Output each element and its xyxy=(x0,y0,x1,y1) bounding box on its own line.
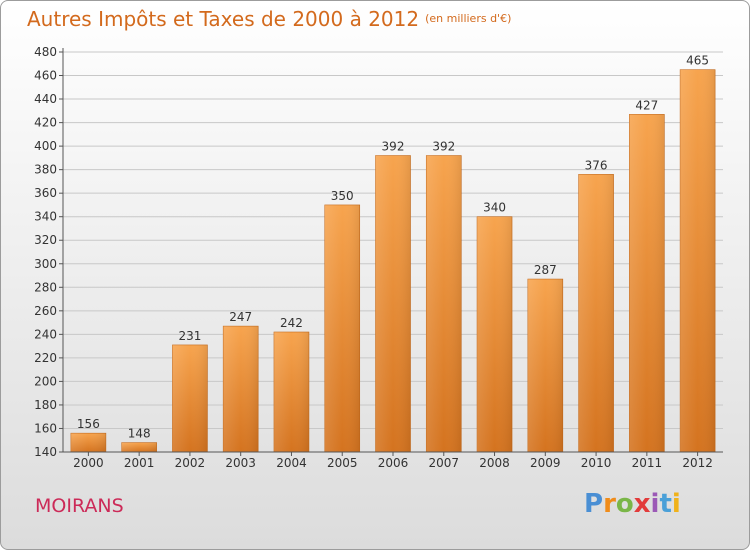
data-label: 392 xyxy=(382,140,405,154)
bar-shade xyxy=(527,279,563,452)
bar-shade xyxy=(324,204,360,452)
city-name: MOIRANS xyxy=(35,495,124,517)
y-tick-label: 360 xyxy=(34,186,57,200)
data-label: 427 xyxy=(635,98,658,112)
bar-shade xyxy=(70,433,106,452)
x-tick-label: 2011 xyxy=(632,456,663,470)
x-tick-label: 2002 xyxy=(175,456,206,470)
y-axis-ticks: 140 160 180 200 220 240 260 280 300 320 340 360 380 4… xyxy=(34,45,63,459)
x-tick-label: 2005 xyxy=(327,456,358,470)
x-tick-label: 2004 xyxy=(276,456,307,470)
data-label: 231 xyxy=(178,329,201,343)
x-tick-label: 2006 xyxy=(378,456,409,470)
data-label: 148 xyxy=(128,427,151,441)
x-tick-label: 2001 xyxy=(124,456,155,470)
y-tick-label: 420 xyxy=(34,116,57,130)
x-tick-label: 2010 xyxy=(581,456,612,470)
logo-letter: P xyxy=(584,489,604,519)
x-tick-label: 2012 xyxy=(682,456,713,470)
bar-shade xyxy=(426,155,462,452)
logo-letter: i xyxy=(650,489,660,519)
data-label: 247 xyxy=(229,310,252,324)
x-axis-ticks: 2000 2001 2002 2003 2004 2005 2006 2007 2008 2009… xyxy=(73,452,713,470)
y-tick-label: 220 xyxy=(34,351,57,365)
data-label: 340 xyxy=(483,201,506,215)
x-tick-label: 2008 xyxy=(479,456,510,470)
data-label: 287 xyxy=(534,263,557,277)
logo-letter: r xyxy=(603,489,616,519)
y-tick-label: 460 xyxy=(34,69,57,83)
y-tick-label: 320 xyxy=(34,233,57,247)
chart-title-text: Autres Impôts et Taxes de 2000 à 2012 xyxy=(27,7,420,31)
data-label: 156 xyxy=(77,417,100,431)
x-tick-label: 2009 xyxy=(530,456,561,470)
proxiti-logo[interactable]: Proxiti xyxy=(584,489,681,519)
data-label: 465 xyxy=(686,54,709,68)
bar-shade xyxy=(223,326,259,452)
logo-letter: i xyxy=(671,489,681,519)
chart-subtitle: (en milliers d'€) xyxy=(425,12,512,25)
logo-letter: o xyxy=(615,489,634,519)
bar-shade xyxy=(375,155,411,452)
bar-shade xyxy=(477,216,513,452)
y-tick-label: 160 xyxy=(34,421,57,435)
chart-title: Autres Impôts et Taxes de 2000 à 2012 (en… xyxy=(27,7,511,31)
axes xyxy=(62,48,723,453)
data-label: 376 xyxy=(585,158,608,172)
y-tick-label: 300 xyxy=(34,257,57,271)
bar-shade xyxy=(680,69,716,452)
y-tick-label: 260 xyxy=(34,304,57,318)
data-labels: 156 148 231 247 242 350 392 392 340 287 376 427 465 xyxy=(77,54,709,441)
y-tick-label: 200 xyxy=(34,374,57,388)
y-tick-label: 180 xyxy=(34,398,57,412)
y-tick-label: 380 xyxy=(34,163,57,177)
y-tick-label: 440 xyxy=(34,92,57,106)
data-label: 350 xyxy=(331,189,354,203)
bars xyxy=(70,69,716,453)
y-tick-label: 340 xyxy=(34,210,57,224)
bar-shade xyxy=(578,174,614,452)
bar-shade xyxy=(273,332,309,452)
logo-letter: x xyxy=(633,489,651,519)
bar-shade xyxy=(172,344,208,452)
y-tick-label: 400 xyxy=(34,139,57,153)
y-tick-label: 280 xyxy=(34,280,57,294)
bar-shade xyxy=(629,114,665,453)
x-tick-label: 2003 xyxy=(225,456,256,470)
x-tick-label: 2000 xyxy=(73,456,104,470)
data-label: 242 xyxy=(280,316,303,330)
x-tick-label: 2007 xyxy=(428,456,459,470)
bar-shade xyxy=(121,442,157,452)
data-label: 392 xyxy=(432,140,455,154)
y-tick-label: 240 xyxy=(34,327,57,341)
logo-letter: t xyxy=(659,489,672,519)
y-tick-label: 480 xyxy=(34,45,57,59)
y-tick-label: 140 xyxy=(34,445,57,459)
